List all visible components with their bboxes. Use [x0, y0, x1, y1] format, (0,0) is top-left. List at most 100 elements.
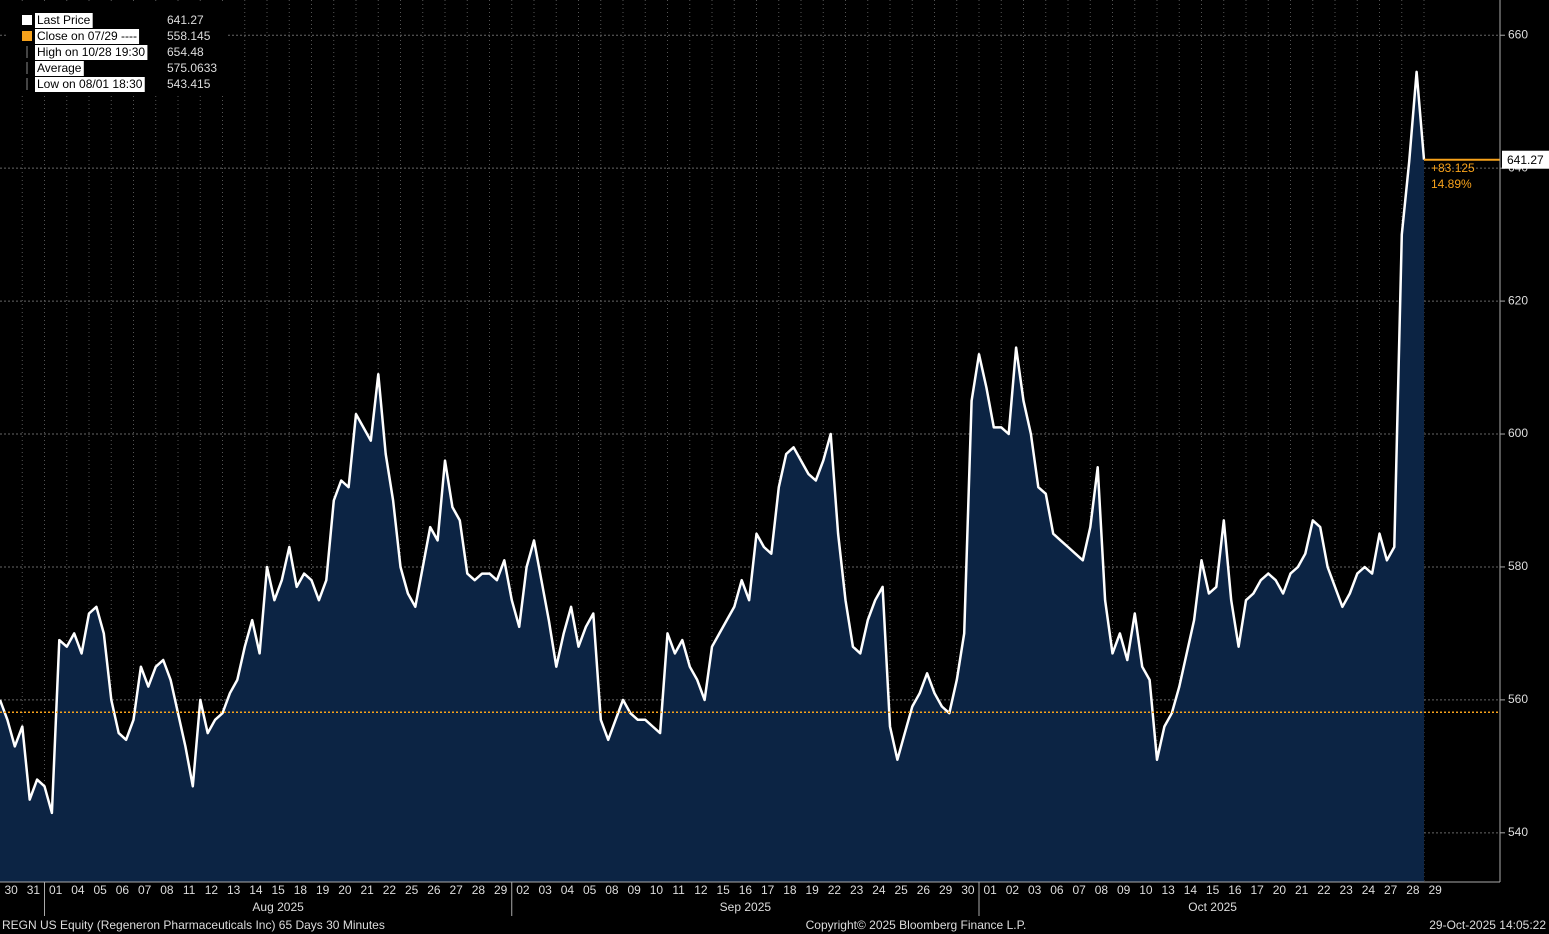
x-tick-label: 14	[1184, 883, 1198, 897]
x-tick-label: 23	[1339, 883, 1353, 897]
y-tick-label: 660	[1508, 27, 1528, 41]
month-label: Oct 2025	[1188, 900, 1237, 914]
x-tick-label: 27	[449, 883, 463, 897]
x-tick-label: 10	[650, 883, 664, 897]
x-tick-label: 05	[583, 883, 597, 897]
x-tick-label: 03	[538, 883, 552, 897]
last-price-tag-bg	[1502, 150, 1549, 169]
footer-center: Copyright© 2025 Bloomberg Finance L.P.	[806, 918, 1027, 932]
y-tick-label: 620	[1508, 293, 1528, 307]
x-tick-label: 01	[983, 883, 997, 897]
legend-value: 575.0633	[167, 61, 217, 75]
legend-value: 543.415	[167, 77, 211, 91]
x-tick-label: 08	[160, 883, 174, 897]
x-tick-label: 19	[805, 883, 819, 897]
legend-swatch	[22, 15, 32, 25]
x-tick-label: 04	[71, 883, 85, 897]
legend-swatch	[22, 31, 32, 41]
change-label: +83.125	[1431, 161, 1475, 175]
x-tick-label: 13	[1161, 883, 1175, 897]
x-tick-label: 06	[1050, 883, 1064, 897]
legend-label: Low on 08/01 18:30	[37, 77, 143, 91]
x-tick-label: 14	[249, 883, 263, 897]
x-tick-label: 29	[494, 883, 508, 897]
area	[0, 71, 1424, 882]
x-tick-label: 17	[761, 883, 775, 897]
x-tick-label: 31	[27, 883, 41, 897]
x-tick-label: 20	[1273, 883, 1287, 897]
x-tick-label: 21	[360, 883, 374, 897]
y-tick-label: 600	[1508, 426, 1528, 440]
x-tick-label: 28	[1406, 883, 1420, 897]
footer-right: 29-Oct-2025 14:05:22	[1429, 918, 1546, 932]
x-tick-label: 16	[739, 883, 753, 897]
line	[0, 70, 1426, 815]
y-tick-label: 540	[1508, 825, 1528, 839]
x-tick-label: 05	[93, 883, 107, 897]
y-tick-label: 560	[1508, 692, 1528, 706]
x-tick-label: 11	[672, 883, 685, 897]
x-tick-label: 11	[183, 883, 196, 897]
x-tick-label: 27	[1384, 883, 1398, 897]
x-tick-label: 19	[316, 883, 330, 897]
x-tick-label: 21	[1295, 883, 1309, 897]
x-tick-label: 30	[961, 883, 975, 897]
x-tick-label: 22	[383, 883, 397, 897]
legend-label-bg	[35, 45, 148, 60]
x-tick-label: 22	[1317, 883, 1331, 897]
x-tick-label: 06	[116, 883, 130, 897]
footer-left: REGN US Equity (Regeneron Pharmaceutical…	[2, 918, 385, 932]
legend-label-bg	[35, 29, 140, 44]
legend-label: Last Price	[37, 13, 91, 27]
x-tick-label: 22	[828, 883, 842, 897]
x-tick-label: 25	[405, 883, 419, 897]
x-tick-label: 28	[472, 883, 486, 897]
x-tick-label: 17	[1250, 883, 1264, 897]
legend-label-bg	[35, 77, 145, 92]
legend: Last Price 641.27 Close on 07/29 ---- 558.1…	[8, 4, 226, 94]
legend-value: 654.48	[167, 45, 204, 59]
x-tick-label: 07	[1072, 883, 1086, 897]
x-tick-label: 18	[294, 883, 308, 897]
legend-label-bg	[35, 61, 84, 76]
y-tick-label: 580	[1508, 559, 1528, 573]
x-tick-label: 20	[338, 883, 352, 897]
x-tick-label: 08	[1095, 883, 1109, 897]
x-tick-label: 02	[1006, 883, 1020, 897]
month-label: Sep 2025	[720, 900, 772, 914]
legend-label-bg	[35, 13, 93, 28]
x-tick-label: 10	[1139, 883, 1153, 897]
x-tick-label: 23	[850, 883, 864, 897]
x-tick-label: 04	[561, 883, 575, 897]
x-tick-label: 29	[939, 883, 953, 897]
x-tick-label: 30	[4, 883, 18, 897]
x-tick-label: 29	[1428, 883, 1442, 897]
x-tick-label: 09	[627, 883, 641, 897]
x-tick-label: 12	[694, 883, 708, 897]
x-tick-label: 16	[1228, 883, 1242, 897]
x-tick-label: 01	[49, 883, 63, 897]
x-tick-label: 03	[1028, 883, 1042, 897]
x-tick-label: 24	[872, 883, 886, 897]
x-tick-label: 18	[783, 883, 797, 897]
x-tick-label: 09	[1117, 883, 1131, 897]
x-tick-label: 26	[917, 883, 931, 897]
plot	[0, 70, 1500, 882]
x-tick-label: 24	[1362, 883, 1376, 897]
legend-value: 558.145	[167, 29, 211, 43]
x-tick-label: 08	[605, 883, 619, 897]
legend-value: 641.27	[167, 13, 204, 27]
x-tick-label: 15	[1206, 883, 1220, 897]
x-tick-label: 25	[894, 883, 908, 897]
x-tick-label: 12	[205, 883, 219, 897]
month-label: Aug 2025	[252, 900, 304, 914]
change-pct-label: 14.89%	[1431, 177, 1472, 191]
legend-label: Close on 07/29 ----	[37, 29, 137, 43]
legend-label: Average	[37, 61, 82, 75]
last-price-tag: 641.27	[1507, 153, 1544, 167]
legend-label: High on 10/28 19:30	[37, 45, 145, 59]
x-tick-label: 26	[427, 883, 441, 897]
